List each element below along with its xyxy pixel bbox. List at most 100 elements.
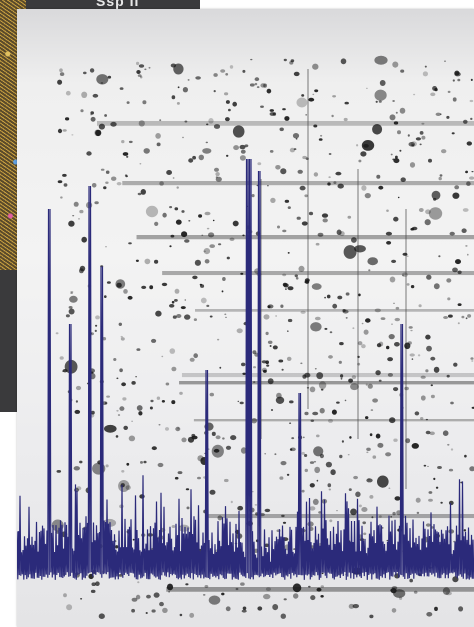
protein-spot [121,140,125,144]
protein-spot [351,375,356,380]
protein-spot [275,396,285,404]
protein-spot [280,613,286,619]
protein-spot [202,148,212,154]
protein-spot [230,500,233,504]
protein-spot [222,437,225,440]
protein-spot [467,314,472,318]
protein-spot [208,595,221,605]
protein-spot [391,259,397,263]
protein-spot [300,310,306,314]
protein-spot [63,183,68,187]
protein-spot [397,130,401,135]
protein-spot [105,170,110,174]
protein-spot [324,327,328,330]
protein-spot [279,127,284,132]
protein-spot [400,177,406,182]
protein-spot [425,369,429,373]
protein-spot [422,71,428,77]
protein-spot [62,369,68,373]
protein-spot [192,155,197,160]
protein-spot [193,353,198,359]
protein-spot [410,227,415,231]
protein-spot [59,356,64,360]
protein-spot [352,604,359,609]
protein-spot [414,411,420,416]
protein-spot [120,337,125,341]
protein-spot [225,606,231,612]
protein-spot [428,491,433,494]
protein-spot [430,394,435,399]
protein-spot [428,207,443,220]
protein-spot [452,97,457,102]
protein-spot [357,362,361,366]
protein-spot [406,283,410,286]
protein-spot [361,507,368,512]
protein-spot [159,181,164,186]
protein-spot [430,92,436,97]
protein-spot [244,144,249,148]
protein-spot [104,402,107,405]
protein-spot [215,176,222,182]
protein-spot [106,281,111,284]
protein-spot [225,445,232,450]
protein-spot [377,442,384,448]
protein-spot [281,368,284,371]
protein-spot [203,248,211,255]
protein-spot [139,494,145,499]
protein-spot [443,316,449,319]
protein-spot [390,516,393,518]
protein-spot [340,377,343,380]
protein-spot [310,322,322,332]
protein-spot [378,379,382,382]
protein-spot [65,117,70,121]
protein-spot [95,581,100,586]
protein-spot [366,451,369,454]
protein-spot [344,399,347,402]
protein-spot [385,231,392,236]
protein-spot [267,378,274,385]
protein-spot [342,309,346,312]
protein-spot [389,417,396,424]
protein-spot [121,382,126,387]
protein-spot [292,133,300,139]
protein-spot [337,183,344,189]
protein-spot [111,176,117,181]
protein-spot [75,400,78,403]
protein-spot [94,129,101,137]
protein-spot [327,182,331,186]
protein-spot [161,355,164,358]
protein-spot [337,295,343,300]
protein-spot [312,498,319,505]
protein-spot [365,318,371,323]
protein-spot [420,375,426,379]
protein-spot [242,69,246,73]
protein-spot [150,399,154,403]
protein-spot [309,386,316,393]
protein-spot [278,359,284,363]
protein-spot [333,181,337,185]
protein-spot [357,341,363,346]
protein-spot [175,426,181,432]
protein-spot [424,219,431,226]
protein-spot [332,95,336,98]
protein-spot [400,69,405,73]
protein-spot [289,61,294,65]
protein-spot [399,107,406,114]
protein-spot [264,543,269,548]
protein-spot [321,213,329,218]
protein-spot [374,308,381,313]
protein-spot [249,83,255,87]
protein-spot [428,498,433,502]
gel-streak [193,419,474,422]
protein-spot [448,314,453,318]
protein-spot [413,590,418,594]
protein-spot [75,385,82,391]
protein-spot [281,514,285,518]
protein-spot [328,176,331,179]
protein-spot [90,589,96,594]
protein-spot [401,272,408,278]
protein-spot [344,101,349,105]
protein-spot [92,93,99,98]
protein-spot [426,612,433,617]
protein-spot [410,285,415,289]
